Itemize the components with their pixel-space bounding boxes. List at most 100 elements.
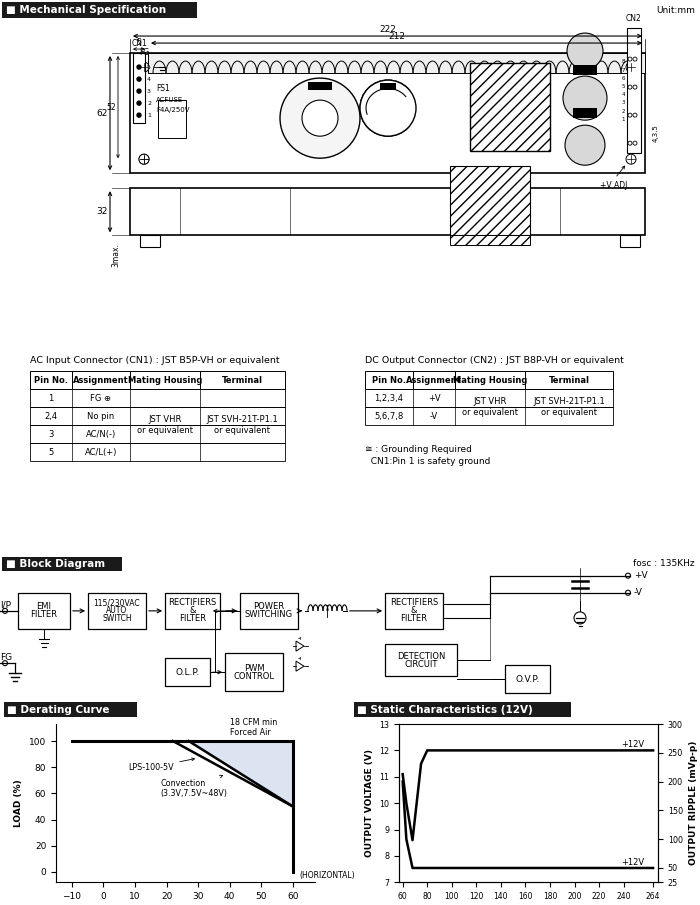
Text: 1: 1 [48, 394, 54, 403]
Text: POWER: POWER [253, 603, 285, 612]
Bar [2, 2, 197, 18]
Circle shape [3, 661, 8, 666]
Text: ■ Derating Curve: ■ Derating Curve [7, 704, 109, 715]
Circle shape [628, 141, 632, 145]
Text: Terminal: Terminal [549, 376, 589, 385]
Text: Assignment: Assignment [406, 376, 462, 385]
Text: 8
7
6
5
4
3
2
1: 8 7 6 5 4 3 2 1 [622, 60, 625, 122]
Text: +V: +V [634, 571, 648, 580]
Text: Pin No.: Pin No. [372, 376, 406, 385]
Bar [308, 82, 332, 91]
Text: CN1: CN1 [131, 39, 147, 48]
Text: 5,6,7,8: 5,6,7,8 [374, 412, 404, 421]
Circle shape [139, 62, 149, 72]
Text: 4,3.5: 4,3.5 [653, 124, 659, 142]
Text: I/P: I/P [0, 601, 11, 610]
Text: Convection
(3.3V,7.5V~48V): Convection (3.3V,7.5V~48V) [160, 776, 228, 798]
Text: 3: 3 [48, 430, 54, 439]
Circle shape [139, 154, 149, 164]
Text: ≅ : Grounding Required: ≅ : Grounding Required [365, 445, 472, 454]
Polygon shape [189, 741, 293, 806]
Text: F4A/250V: F4A/250V [156, 107, 190, 113]
Circle shape [633, 57, 637, 61]
Bar [365, 389, 613, 407]
Text: 62: 62 [97, 109, 108, 118]
Bar [88, 593, 146, 629]
Circle shape [628, 85, 632, 89]
Text: JST SVH-21T-P1.1
or equivalent: JST SVH-21T-P1.1 or equivalent [206, 415, 279, 435]
Bar [30, 389, 285, 407]
Text: 222: 222 [379, 25, 396, 34]
Circle shape [626, 590, 631, 595]
Text: CN1:Pin 1 is safety ground: CN1:Pin 1 is safety ground [365, 457, 491, 466]
Text: EMI: EMI [36, 603, 52, 612]
Bar [385, 593, 443, 629]
Circle shape [360, 81, 416, 136]
Text: AC/L(+): AC/L(+) [85, 448, 117, 457]
Text: DC Output Connector (CN2) : JST B8P-VH or equivalent: DC Output Connector (CN2) : JST B8P-VH o… [365, 356, 624, 365]
Bar [165, 593, 220, 629]
Text: AC Input Connector (CN1) : JST B5P-VH or equivalent: AC Input Connector (CN1) : JST B5P-VH or… [30, 356, 279, 365]
Bar [148, 53, 645, 73]
Text: 52: 52 [106, 102, 116, 111]
Text: 4: 4 [147, 77, 151, 81]
Text: JST VHR
or equivalent: JST VHR or equivalent [137, 415, 193, 435]
Text: 32: 32 [97, 207, 108, 216]
Circle shape [628, 57, 632, 61]
Circle shape [565, 125, 605, 166]
Text: ■ Block Diagram: ■ Block Diagram [6, 558, 105, 568]
Circle shape [137, 77, 141, 81]
Text: 1,2,3,4: 1,2,3,4 [374, 394, 403, 403]
Text: 5: 5 [48, 448, 54, 457]
Text: Unit:mm: Unit:mm [656, 5, 695, 14]
Text: Mating Housing: Mating Housing [128, 376, 202, 385]
Bar [365, 407, 613, 425]
Circle shape [626, 573, 631, 578]
Text: FILTER: FILTER [31, 610, 57, 619]
Text: Pin No.: Pin No. [34, 376, 68, 385]
Text: +V: +V [428, 394, 440, 403]
Bar [133, 53, 145, 123]
Text: RECTIFIERS: RECTIFIERS [390, 598, 438, 607]
Text: +12V: +12V [621, 858, 644, 867]
Text: FG: FG [0, 653, 12, 662]
Text: No pin: No pin [88, 412, 115, 421]
Circle shape [137, 113, 141, 117]
Circle shape [3, 608, 8, 614]
Bar [573, 65, 597, 75]
Text: O.L.P.: O.L.P. [176, 668, 199, 677]
Text: LPS-100-5V: LPS-100-5V [129, 757, 195, 772]
Circle shape [626, 62, 636, 72]
Bar [158, 100, 186, 138]
Bar [140, 235, 160, 247]
Circle shape [633, 113, 637, 117]
Text: +12V: +12V [621, 740, 644, 749]
Bar [30, 407, 285, 425]
Bar [295, 640, 309, 660]
Circle shape [137, 89, 141, 93]
Bar [627, 28, 641, 153]
Circle shape [360, 81, 416, 136]
Circle shape [633, 141, 637, 145]
Bar [30, 425, 285, 443]
Text: 3max.: 3max. [111, 243, 120, 267]
Bar [385, 644, 457, 676]
Y-axis label: OUTPUT VOLTAGE (V): OUTPUT VOLTAGE (V) [365, 749, 374, 857]
Text: JST VHR
or equivalent: JST VHR or equivalent [462, 397, 518, 417]
Text: -V: -V [634, 588, 643, 597]
Bar [240, 593, 298, 629]
Text: fosc : 135KHz: fosc : 135KHz [634, 559, 695, 568]
Bar [450, 235, 530, 245]
Text: 5: 5 [136, 38, 141, 47]
Circle shape [137, 65, 141, 69]
Text: O.V.P.: O.V.P. [515, 675, 540, 684]
Text: SWITCH: SWITCH [102, 614, 132, 624]
Text: FG ⊕: FG ⊕ [90, 394, 111, 403]
Bar [573, 108, 597, 119]
Text: -V: -V [430, 412, 438, 421]
Circle shape [137, 101, 141, 105]
Text: Assignment: Assignment [73, 376, 129, 385]
Text: CONTROL: CONTROL [234, 672, 274, 681]
Text: Mating Housing: Mating Housing [453, 376, 527, 385]
Bar [505, 665, 550, 693]
